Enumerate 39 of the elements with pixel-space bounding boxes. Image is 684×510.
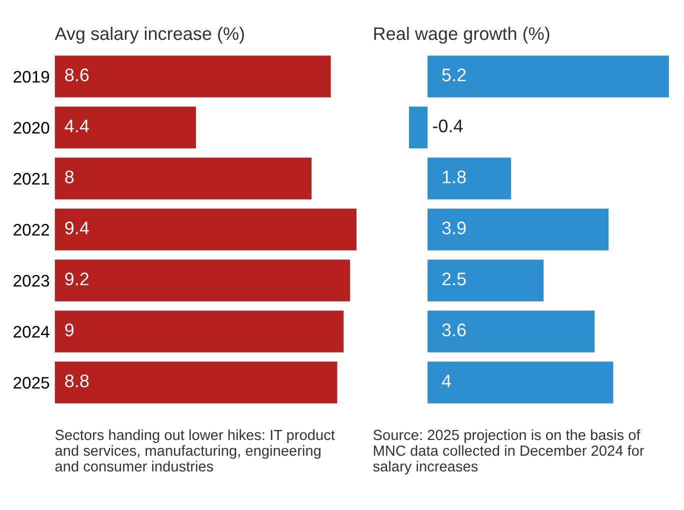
bar — [428, 260, 544, 302]
chart-title: Avg salary increase (%) — [54, 26, 244, 44]
text: Sectors handing out lower hikes: IT product and services, manufacturing, engineering and consumer industries — [55, 429, 335, 472]
bar — [54, 208, 356, 250]
data-label: 2.5 — [442, 272, 466, 286]
data-label: 1.8 — [442, 170, 466, 184]
data-label: 3.9 — [442, 222, 466, 234]
y-tick-label: 2020 — [14, 122, 50, 134]
data-label: 9.4 — [65, 222, 89, 234]
y-tick-label: 2019 — [14, 70, 50, 83]
chart-title: Real wage growth (%) — [374, 26, 550, 44]
bar — [54, 362, 338, 404]
y-tick-label: 2021 — [14, 172, 50, 185]
data-label: 8.6 — [65, 68, 89, 82]
source-note: Source: 2025 projection is on the basis of MNC data collected in December 2024 for salary increases — [373, 429, 644, 474]
y-tick-label: 2022 — [14, 224, 50, 236]
bar — [54, 158, 312, 200]
data-label: 9.2 — [65, 272, 89, 286]
y-tick-label: 2024 — [14, 326, 50, 338]
bar — [408, 106, 428, 148]
data-label: 4.4 — [64, 120, 89, 132]
bar — [428, 158, 512, 200]
bar — [428, 56, 669, 98]
bar — [54, 260, 350, 302]
bar — [54, 106, 196, 148]
data-label: 5.2 — [442, 68, 466, 82]
data-label: 8.8 — [65, 374, 89, 388]
data-label: 4 — [442, 374, 451, 388]
y-tick-label: 2025 — [14, 376, 50, 389]
y-tick-label: 2023 — [14, 274, 50, 287]
bar — [428, 310, 595, 352]
bar — [54, 310, 344, 352]
bar — [428, 208, 609, 250]
data-label: -0.4 — [432, 120, 463, 132]
data-label: 3.6 — [442, 324, 466, 336]
data-label: 8 — [65, 170, 74, 184]
data-label: 9 — [65, 324, 74, 336]
bar — [54, 56, 331, 98]
bar — [428, 362, 614, 404]
